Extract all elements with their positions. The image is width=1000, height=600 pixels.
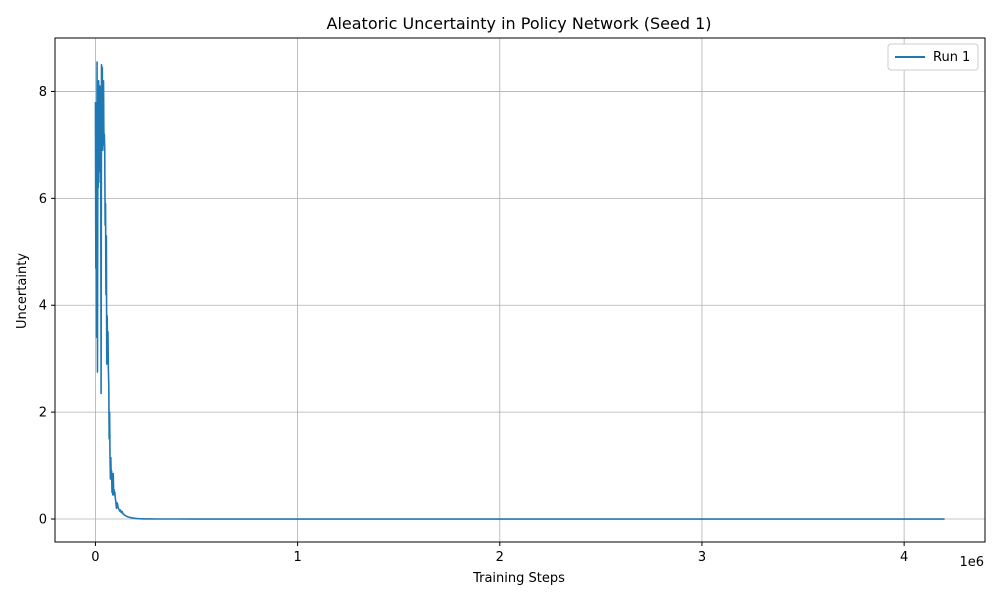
series-line-run-1 (94, 61, 945, 520)
y-axis-ticks: 0 2 4 6 8 (39, 85, 55, 528)
x-tick-label: 2 (496, 550, 504, 565)
x-tick-label: 1 (293, 550, 301, 565)
y-tick-label: 8 (39, 85, 47, 100)
series-lines (94, 61, 945, 520)
y-axis-label: Uncertainty (15, 253, 30, 329)
chart-title: Aleatoric Uncertainty in Policy Network … (327, 14, 712, 33)
x-tick-label: 0 (91, 550, 99, 565)
legend: Run 1 (887, 43, 979, 71)
legend-box (887, 43, 979, 71)
legend-label-run-1: Run 1 (933, 50, 970, 65)
x-axis-label: Training Steps (472, 571, 565, 586)
y-tick-label: 2 (39, 406, 47, 421)
plot-frame (54, 37, 986, 543)
x-tick-label: 3 (698, 550, 706, 565)
x-axis-ticks: 0 1 2 3 4 (91, 542, 908, 565)
y-tick-label: 0 (39, 513, 47, 528)
y-tick-label: 6 (39, 192, 47, 207)
x-tick-label: 4 (900, 550, 908, 565)
y-tick-label: 4 (39, 299, 47, 314)
x-axis-offset-label: 1e6 (959, 555, 984, 570)
